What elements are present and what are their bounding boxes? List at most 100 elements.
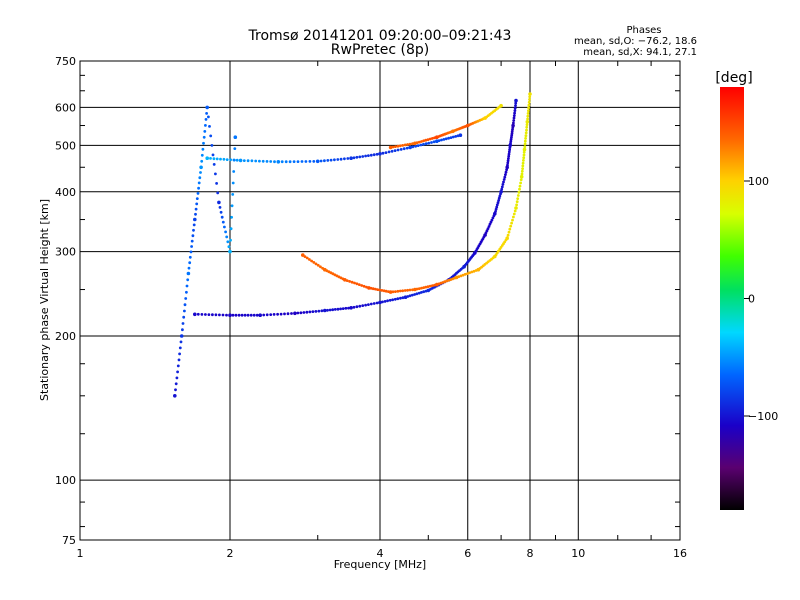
data-point xyxy=(369,153,373,157)
data-point xyxy=(485,229,489,233)
data-point xyxy=(488,222,492,226)
data-point xyxy=(214,313,218,317)
data-point xyxy=(177,358,181,362)
data-point xyxy=(205,156,209,160)
data-point xyxy=(343,278,347,282)
data-point xyxy=(422,142,425,146)
data-point xyxy=(513,106,517,110)
data-point xyxy=(522,153,526,157)
data-point xyxy=(352,156,356,160)
data-point xyxy=(403,143,407,147)
data-point xyxy=(192,228,195,232)
data-point xyxy=(522,150,526,154)
data-point xyxy=(272,313,276,316)
data-point xyxy=(254,159,258,163)
data-point xyxy=(222,157,226,161)
data-point xyxy=(305,256,309,260)
data-point xyxy=(305,310,309,314)
data-point xyxy=(399,148,403,151)
data-point xyxy=(215,157,219,161)
data-point xyxy=(219,157,222,161)
data-point xyxy=(384,151,388,155)
data-point xyxy=(290,312,293,315)
data-point xyxy=(339,307,342,311)
data-point xyxy=(226,240,230,244)
data-point xyxy=(519,181,522,185)
data-point xyxy=(212,157,216,161)
data-point xyxy=(440,138,443,142)
data-point xyxy=(420,291,423,294)
data-point xyxy=(496,201,500,205)
data-point xyxy=(367,154,370,158)
data-point xyxy=(472,269,476,273)
data-point xyxy=(193,312,197,317)
data-point xyxy=(521,167,524,171)
data-point xyxy=(415,287,419,291)
y-axis-label: Stationary phase Virtual Height [km] xyxy=(38,199,51,401)
data-point xyxy=(355,282,359,286)
data-point xyxy=(320,309,324,313)
data-point xyxy=(500,187,504,191)
data-point xyxy=(415,292,419,296)
data-point xyxy=(208,125,211,128)
data-point xyxy=(507,154,511,158)
data-point xyxy=(396,297,400,301)
data-point xyxy=(499,190,503,194)
data-point xyxy=(190,239,194,243)
data-point xyxy=(201,147,205,151)
data-point xyxy=(499,103,503,108)
data-point xyxy=(410,293,414,297)
data-point xyxy=(230,215,234,219)
data-point xyxy=(333,158,336,162)
data-points xyxy=(173,92,532,398)
data-point xyxy=(367,303,370,306)
data-point xyxy=(406,288,409,292)
data-point xyxy=(202,135,206,139)
data-point xyxy=(468,271,471,275)
data-point xyxy=(283,312,286,316)
data-point xyxy=(227,245,231,249)
data-point xyxy=(314,262,318,266)
data-point xyxy=(506,163,509,167)
data-point xyxy=(411,145,415,149)
x-tick-label: 8 xyxy=(527,547,534,560)
data-point xyxy=(234,313,238,317)
data-point xyxy=(246,313,250,317)
data-point xyxy=(484,231,488,235)
chart-title: Tromsø 20141201 09:20:00–09:21:43 xyxy=(248,28,512,44)
data-point xyxy=(405,146,409,150)
data-point xyxy=(235,158,239,162)
data-point xyxy=(179,334,184,338)
data-point xyxy=(229,238,232,242)
data-point xyxy=(205,112,209,115)
data-point xyxy=(176,364,180,368)
x-tick-label: 4 xyxy=(377,547,384,560)
data-point xyxy=(497,199,500,202)
data-point xyxy=(522,156,526,160)
chart-subtitle: RwPretec (8p) xyxy=(331,42,429,58)
data-point xyxy=(214,172,217,176)
data-point xyxy=(396,148,400,152)
data-point xyxy=(276,312,279,316)
data-point xyxy=(296,311,300,315)
data-point xyxy=(422,139,426,143)
data-point xyxy=(228,249,232,254)
data-point xyxy=(401,144,405,147)
data-point xyxy=(191,234,195,238)
data-point xyxy=(364,154,367,158)
data-point xyxy=(192,223,196,227)
data-point xyxy=(525,125,529,129)
data-point xyxy=(303,255,307,258)
data-point xyxy=(487,225,491,228)
data-point xyxy=(457,275,461,278)
data-point xyxy=(311,310,315,313)
data-point xyxy=(504,170,508,174)
data-point xyxy=(378,288,382,292)
data-point xyxy=(449,136,453,140)
data-point xyxy=(364,303,367,307)
data-point xyxy=(390,149,394,153)
data-point xyxy=(380,289,384,292)
data-point xyxy=(174,388,177,392)
data-point xyxy=(387,150,391,154)
data-point xyxy=(361,304,365,307)
